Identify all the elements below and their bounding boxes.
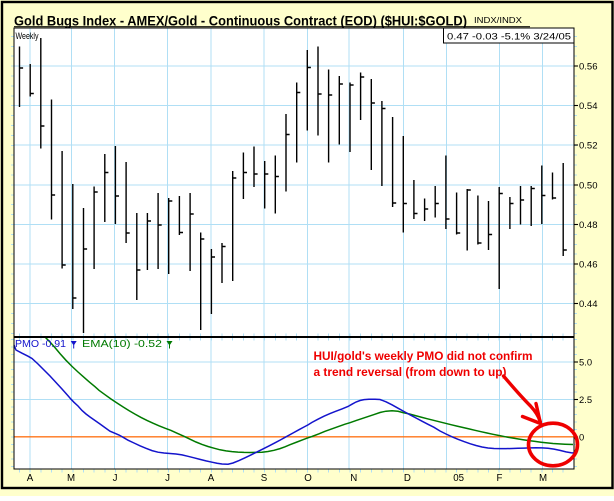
svg-text:S: S [261, 473, 268, 484]
svg-text:A: A [208, 473, 215, 484]
svg-text:Weekly: Weekly [16, 31, 39, 42]
svg-text:a trend reversal (from down to: a trend reversal (from down to up) [314, 365, 507, 379]
svg-text:0.56: 0.56 [579, 60, 598, 71]
svg-text:M: M [539, 473, 547, 484]
svg-text:Gold Bugs Index - AMEX/Gold -: Gold Bugs Index - AMEX/Gold - Continuous… [14, 13, 467, 28]
svg-text:2.5: 2.5 [579, 394, 592, 405]
svg-text:O: O [304, 473, 312, 484]
svg-text:5.0: 5.0 [579, 356, 592, 367]
svg-text:N: N [350, 473, 357, 484]
svg-text:A: A [27, 473, 34, 484]
svg-text:0: 0 [579, 431, 584, 442]
svg-text:0.50: 0.50 [579, 179, 598, 190]
svg-text:0.48: 0.48 [579, 219, 598, 230]
svg-text:J: J [113, 473, 118, 484]
svg-text:HUI/gold's weekly PMO did not: HUI/gold's weekly PMO did not confirm [314, 349, 533, 363]
svg-text:0.44: 0.44 [579, 298, 598, 309]
svg-text:D: D [404, 473, 411, 484]
svg-text:0.46: 0.46 [579, 258, 598, 269]
svg-text:EMA(10) -0.52: EMA(10) -0.52 [82, 339, 163, 350]
svg-text:PMO -0.91: PMO -0.91 [15, 339, 66, 350]
svg-text:J: J [165, 473, 170, 484]
svg-text:INDX/INDX: INDX/INDX [474, 15, 522, 25]
svg-text:0.47 -0.03 -5.1% 3/24/05: 0.47 -0.03 -5.1% 3/24/05 [447, 31, 571, 42]
svg-text:0.54: 0.54 [579, 100, 598, 111]
svg-text:M: M [67, 473, 75, 484]
svg-text:05: 05 [453, 473, 464, 484]
svg-text:F: F [497, 473, 503, 484]
svg-text:0.52: 0.52 [579, 139, 598, 150]
